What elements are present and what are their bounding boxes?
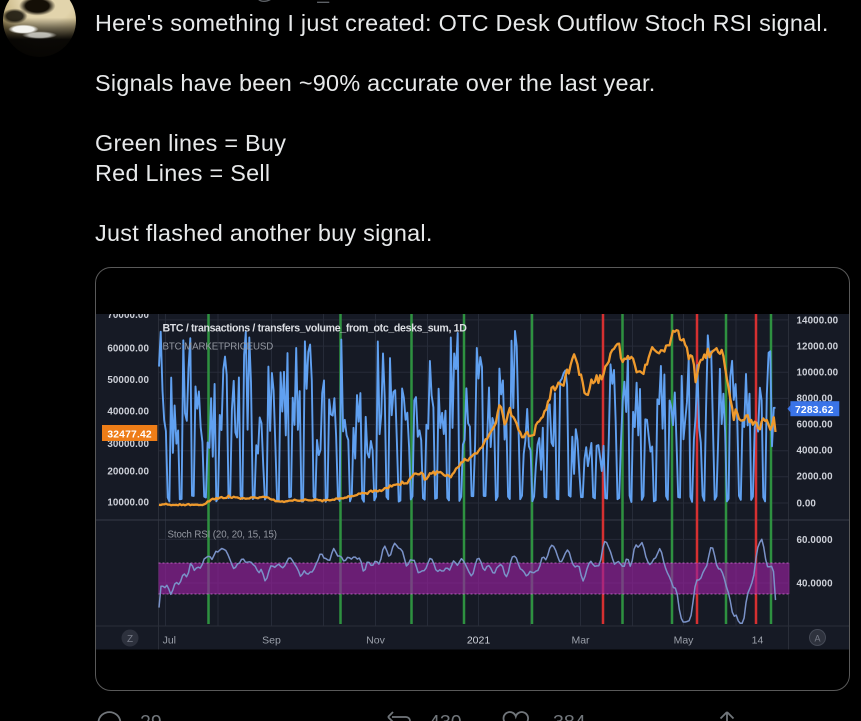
- svg-text:50000.00: 50000.00: [107, 375, 149, 386]
- svg-text:29: 29: [140, 712, 162, 721]
- svg-text:Mar: Mar: [571, 635, 590, 647]
- svg-text:60000.00: 60000.00: [107, 343, 149, 354]
- svg-text:Stoch RSI (20, 20, 15, 15): Stoch RSI (20, 20, 15, 15): [168, 530, 277, 541]
- svg-text:10000.00: 10000.00: [107, 497, 149, 508]
- svg-text:7283.62: 7283.62: [795, 405, 834, 416]
- svg-text:30000.00: 30000.00: [107, 439, 149, 450]
- svg-text:14: 14: [752, 635, 764, 647]
- svg-text:8000.00: 8000.00: [797, 393, 834, 404]
- svg-text:2021: 2021: [467, 635, 491, 647]
- svg-text:32477.42: 32477.42: [107, 429, 152, 440]
- svg-text:BTC:MARKETPRICEUSD: BTC:MARKETPRICEUSD: [163, 342, 274, 353]
- svg-text:384: 384: [553, 712, 586, 721]
- svg-text:40.0000: 40.0000: [797, 578, 834, 589]
- svg-text:Jul: Jul: [163, 635, 176, 647]
- svg-text:4000.00: 4000.00: [797, 445, 834, 456]
- svg-text:0.00: 0.00: [797, 498, 817, 509]
- svg-text:6000.00: 6000.00: [797, 419, 834, 430]
- svg-text:A: A: [814, 633, 820, 643]
- svg-text:Z: Z: [127, 634, 133, 645]
- svg-text:10000.00: 10000.00: [797, 367, 839, 378]
- svg-text:70000.00: 70000.00: [107, 310, 149, 321]
- svg-text:40000.00: 40000.00: [107, 406, 149, 417]
- svg-text:430: 430: [429, 712, 462, 721]
- svg-text:20000.00: 20000.00: [107, 466, 149, 477]
- svg-text:2000.00: 2000.00: [797, 471, 834, 482]
- svg-text:BTC / transactions / transfers: BTC / transactions / transfers_volume_fr…: [163, 323, 468, 335]
- svg-text:Nov: Nov: [366, 635, 385, 647]
- svg-text:May: May: [674, 635, 695, 647]
- svg-text:60.0000: 60.0000: [797, 535, 834, 546]
- svg-text:14000.00: 14000.00: [797, 315, 839, 326]
- svg-text:12000.00: 12000.00: [797, 341, 839, 352]
- svg-text:Sep: Sep: [262, 635, 281, 647]
